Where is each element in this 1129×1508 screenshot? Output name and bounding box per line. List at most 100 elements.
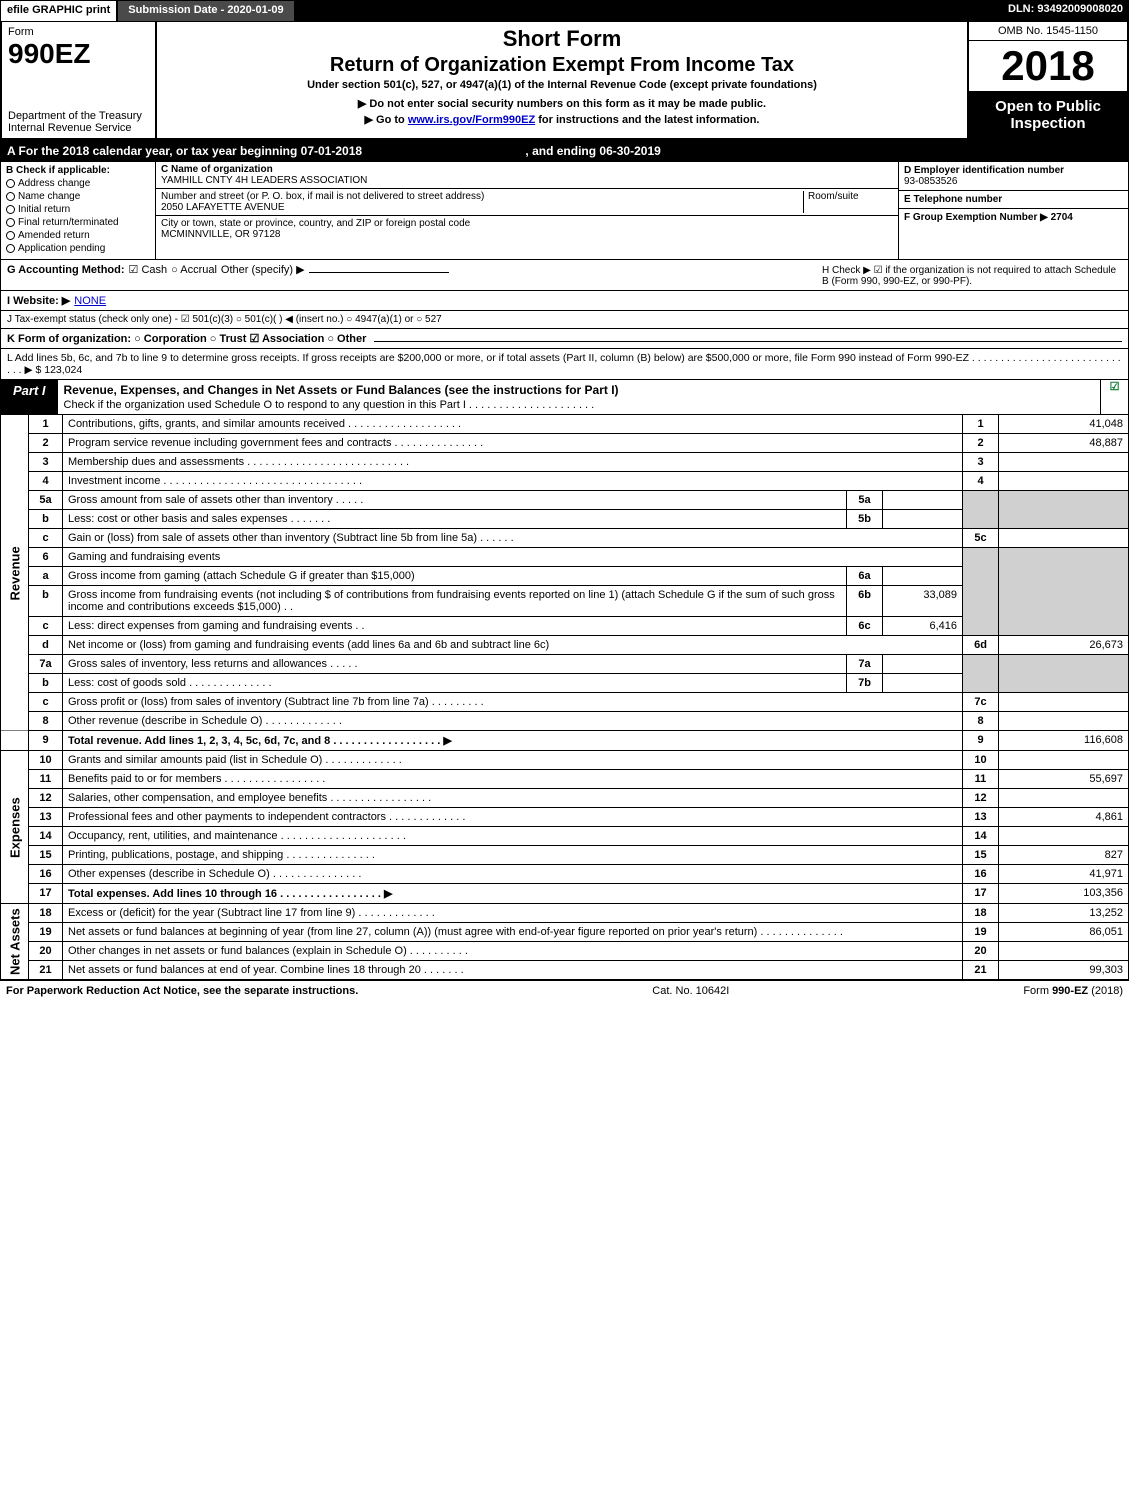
l7c-num: c — [29, 693, 63, 712]
f-label: F Group Exemption Number ▶ 2704 — [904, 212, 1123, 223]
line-6a: a Gross income from gaming (attach Sched… — [1, 567, 1129, 586]
tax-year: 2018 — [969, 41, 1127, 92]
l6c-sub: 6c — [847, 617, 883, 636]
l6-shade — [963, 548, 999, 636]
l6b-subval: 33,089 — [883, 586, 963, 617]
l5a-sub: 5a — [847, 491, 883, 510]
l13-desc: Professional fees and other payments to … — [63, 808, 963, 827]
top-bar: efile GRAPHIC print Submission Date - 20… — [0, 0, 1129, 22]
footer-mid: Cat. No. 10642I — [652, 985, 729, 997]
l1-num: 1 — [29, 415, 63, 434]
l1-amt: 41,048 — [999, 415, 1129, 434]
address-row: Number and street (or P. O. box, if mail… — [156, 189, 898, 216]
footer-right: Form 990-EZ (2018) — [1023, 985, 1123, 997]
l12-box: 12 — [963, 789, 999, 808]
g-other[interactable]: Other (specify) ▶ — [221, 263, 305, 276]
line-2: 2 Program service revenue including gove… — [1, 434, 1129, 453]
l16-desc: Other expenses (describe in Schedule O) … — [63, 865, 963, 884]
chk-initial-return[interactable]: Initial return — [6, 204, 150, 215]
return-title: Return of Organization Exempt From Incom… — [165, 54, 959, 77]
l11-desc: Benefits paid to or for members . . . . … — [63, 770, 963, 789]
lines-table: Revenue 1 Contributions, gifts, grants, … — [0, 415, 1129, 980]
l6d-desc: Net income or (loss) from gaming and fun… — [63, 636, 963, 655]
period-bar: A For the 2018 calendar year, or tax yea… — [0, 140, 1129, 162]
l7a-sub: 7a — [847, 655, 883, 674]
l19-amt: 86,051 — [999, 923, 1129, 942]
l10-amt — [999, 751, 1129, 770]
part-i-checkbox[interactable]: ☑ — [1100, 380, 1128, 414]
chk-final-return[interactable]: Final return/terminated — [6, 217, 150, 228]
part-i-label: Part I — [1, 380, 58, 414]
l7ab-shade — [963, 655, 999, 693]
g-cash[interactable]: ☑ Cash — [129, 263, 168, 276]
form-word: Form — [8, 26, 149, 38]
l5b-num: b — [29, 510, 63, 529]
chk-address-change[interactable]: Address change — [6, 178, 150, 189]
l17-num: 17 — [29, 884, 63, 904]
l7b-subval — [883, 674, 963, 693]
l7a-desc: Gross sales of inventory, less returns a… — [63, 655, 847, 674]
chk-name-change[interactable]: Name change — [6, 191, 150, 202]
l6b-sub: 6b — [847, 586, 883, 617]
l15-box: 15 — [963, 846, 999, 865]
l20-num: 20 — [29, 942, 63, 961]
l20-box: 20 — [963, 942, 999, 961]
notice-goto: ▶ Go to www.irs.gov/Form990EZ for instru… — [165, 113, 959, 126]
chk-amended-return[interactable]: Amended return — [6, 230, 150, 241]
dept-line1: Department of the Treasury — [8, 110, 149, 122]
k-blank — [374, 341, 1122, 342]
chk-application-pending[interactable]: Application pending — [6, 243, 150, 254]
l3-amt — [999, 453, 1129, 472]
side-revenue: Revenue — [1, 415, 29, 731]
subtitle: Under section 501(c), 527, or 4947(a)(1)… — [165, 79, 959, 91]
line-6b: b Gross income from fundraising events (… — [1, 586, 1129, 617]
l5b-subval — [883, 510, 963, 529]
l4-amt — [999, 472, 1129, 491]
line-3: 3 Membership dues and assessments . . . … — [1, 453, 1129, 472]
l4-desc: Investment income . . . . . . . . . . . … — [63, 472, 963, 491]
website-link[interactable]: NONE — [74, 295, 106, 307]
l4-num: 4 — [29, 472, 63, 491]
city-label: City or town, state or province, country… — [161, 218, 470, 229]
h-text: H Check ▶ ☑ if the organization is not r… — [822, 265, 1122, 287]
l2-box: 2 — [963, 434, 999, 453]
section-e: E Telephone number — [899, 191, 1128, 209]
l7b-num: b — [29, 674, 63, 693]
addr-value: 2050 LAFAYETTE AVENUE — [161, 202, 803, 213]
line-5a: 5a Gross amount from sale of assets othe… — [1, 491, 1129, 510]
l6a-sub: 6a — [847, 567, 883, 586]
irs-link[interactable]: www.irs.gov/Form990EZ — [408, 114, 535, 126]
line-7c: c Gross profit or (loss) from sales of i… — [1, 693, 1129, 712]
l11-num: 11 — [29, 770, 63, 789]
row-j: J Tax-exempt status (check only one) - ☑… — [0, 311, 1129, 329]
l9-amt: 116,608 — [999, 731, 1129, 751]
j-text: J Tax-exempt status (check only one) - ☑… — [7, 314, 442, 325]
l7c-desc: Gross profit or (loss) from sales of inv… — [63, 693, 963, 712]
l8-box: 8 — [963, 712, 999, 731]
org-info-grid: B Check if applicable: Address change Na… — [0, 162, 1129, 260]
l8-num: 8 — [29, 712, 63, 731]
line-19: 19 Net assets or fund balances at beginn… — [1, 923, 1129, 942]
period-b: , and ending 06-30-2019 — [525, 144, 660, 158]
l3-box: 3 — [963, 453, 999, 472]
l15-num: 15 — [29, 846, 63, 865]
line-1: Revenue 1 Contributions, gifts, grants, … — [1, 415, 1129, 434]
section-b-checks: B Check if applicable: Address change Na… — [1, 162, 156, 259]
l3-desc: Membership dues and assessments . . . . … — [63, 453, 963, 472]
g-accrual[interactable]: ○ Accrual — [171, 264, 217, 276]
l16-amt: 41,971 — [999, 865, 1129, 884]
l7ab-shade-amt — [999, 655, 1129, 693]
part-i-checkline: Check if the organization used Schedule … — [64, 399, 595, 411]
l5c-desc: Gain or (loss) from sale of assets other… — [63, 529, 963, 548]
city-row: City or town, state or province, country… — [156, 216, 898, 259]
short-form-title: Short Form — [165, 26, 959, 52]
l12-amt — [999, 789, 1129, 808]
g-label: G Accounting Method: — [7, 264, 125, 276]
org-name-row: C Name of organization YAMHILL CNTY 4H L… — [156, 162, 898, 189]
l18-amt: 13,252 — [999, 904, 1129, 923]
l19-desc: Net assets or fund balances at beginning… — [63, 923, 963, 942]
section-d: D Employer identification number 93-0853… — [899, 162, 1128, 191]
l15-desc: Printing, publications, postage, and shi… — [63, 846, 963, 865]
l18-box: 18 — [963, 904, 999, 923]
efile-print-label[interactable]: efile GRAPHIC print — [0, 0, 117, 22]
